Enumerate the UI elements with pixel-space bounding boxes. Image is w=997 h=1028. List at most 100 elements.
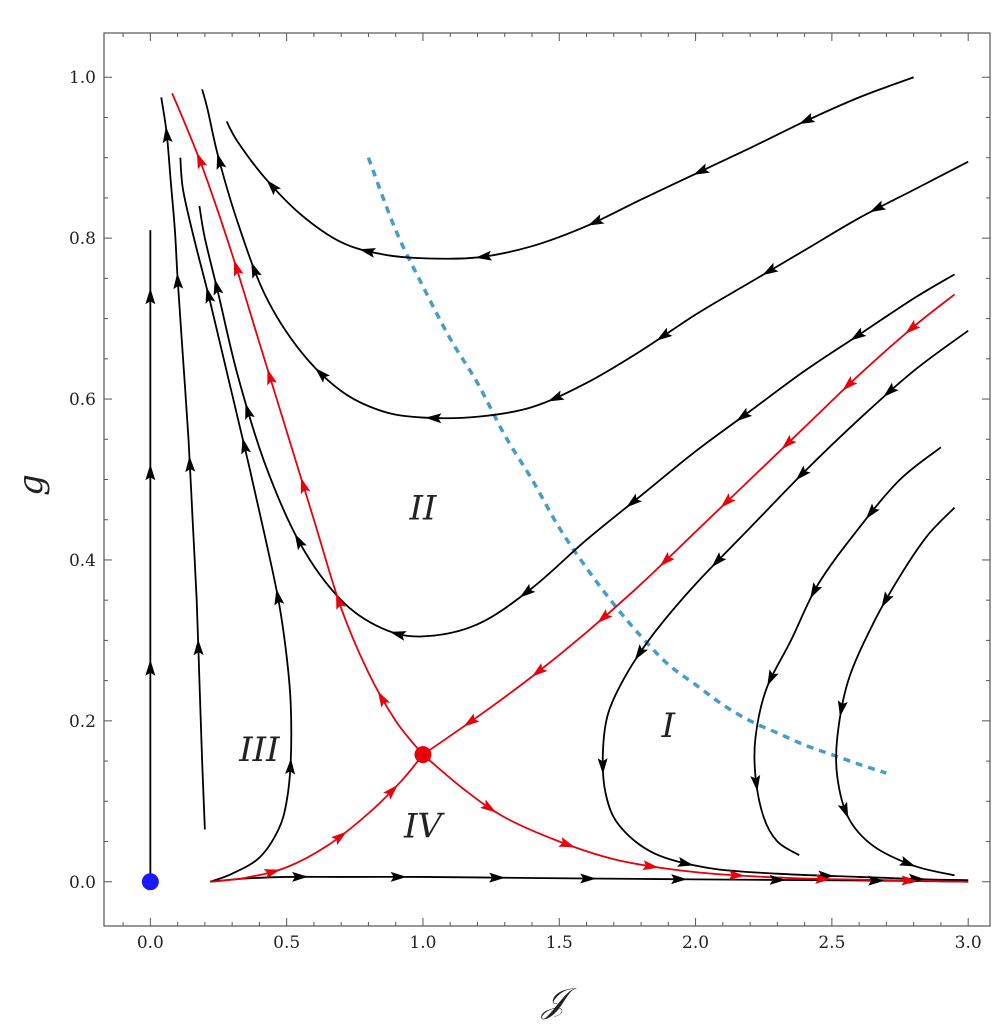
flow-arrow (145, 288, 156, 305)
y-tick-label: 0.2 (69, 712, 96, 732)
separatrix-arrow (531, 662, 548, 677)
flow-arrow (868, 875, 885, 886)
flow-arrow (837, 801, 849, 819)
x-tick-label: 0.5 (273, 933, 300, 953)
y-tick-label: 0.8 (69, 229, 96, 249)
separatrix-arrow (233, 260, 244, 277)
streamline (160, 97, 206, 830)
flow-arrow (185, 455, 196, 473)
separatrix-arrow (642, 860, 659, 871)
separatrix-arrow (263, 869, 281, 879)
flow-arrow (597, 758, 608, 775)
y-tick-label: 0.4 (69, 551, 96, 571)
flow-arrow (676, 857, 694, 867)
flow-arrow (810, 582, 823, 599)
separatrix-arrow (331, 831, 347, 846)
flow-arrow (587, 214, 605, 226)
flow-arrow (795, 465, 811, 481)
flow-arrow (173, 272, 184, 290)
flow-arrow (798, 112, 816, 125)
separatrix-arrow (901, 875, 918, 886)
flow-arrow (251, 262, 262, 279)
flow-arrow (162, 126, 173, 144)
separatrix-arrow (383, 784, 398, 800)
streamline (179, 157, 293, 883)
y-tick-label: 0.0 (69, 873, 96, 893)
separatrix-arrow (905, 319, 921, 334)
separatrix-arrow (558, 837, 576, 848)
flow-arrow (769, 874, 786, 885)
flow-arrow (850, 327, 867, 341)
separatrix-arrow (336, 593, 346, 610)
saddle-fixed-point (414, 746, 432, 764)
region-label: I (661, 706, 676, 746)
flow-arrow (865, 503, 880, 520)
flow-arrow (389, 631, 407, 641)
flow-arrow (294, 533, 307, 551)
streamline (210, 875, 969, 883)
separatrix-arrow (720, 493, 736, 508)
flow-arrow (656, 327, 673, 341)
streamline (601, 329, 969, 882)
flow-arrow (216, 153, 227, 170)
x-tick-label: 1.5 (546, 933, 573, 953)
flow-arrow (425, 413, 442, 424)
streamline (198, 205, 956, 638)
y-axis-ticks: 0.0 0.2 0.4 0.6 0.8 1.0 (69, 68, 990, 893)
flow-arrows (145, 112, 925, 886)
dashed-curve (366, 157, 887, 775)
flow-arrow (519, 583, 536, 598)
streamline (201, 89, 969, 420)
flow-arrow (881, 591, 894, 608)
flow-arrow (475, 250, 493, 261)
region-label: III (238, 730, 280, 770)
flow-arrow (213, 278, 224, 296)
flow-arrow (193, 639, 204, 656)
separatrix-arrow (842, 376, 858, 391)
separatrix-arrow (196, 152, 208, 170)
region-label: IV (403, 807, 445, 847)
separatrix-line (422, 293, 956, 756)
separatrix-line (210, 754, 424, 883)
separatrix-arrow (815, 873, 832, 884)
x-tick-label: 0.0 (137, 933, 164, 953)
flow-arrow (750, 774, 761, 792)
flow-arrow (693, 163, 710, 175)
streamline (225, 76, 914, 260)
flow-arrow (145, 659, 156, 676)
separatrix-arrow (377, 691, 391, 708)
flow-arrow (634, 644, 648, 661)
y-tick-label: 1.0 (69, 68, 96, 88)
y-axis-title: g (11, 474, 51, 496)
flow-arrow (580, 873, 597, 884)
flow-arrow (245, 403, 255, 420)
flow-arrow (359, 248, 377, 258)
flow-arrow (274, 588, 285, 606)
flow-arrow (205, 287, 216, 304)
streamline (835, 507, 956, 877)
flow-arrow (883, 382, 899, 397)
x-tick-label: 2.5 (818, 933, 845, 953)
flow-arrow (145, 464, 156, 481)
separatrix-arrow (659, 551, 675, 567)
flow-arrow (736, 407, 753, 422)
flow-arrow (711, 552, 727, 568)
x-tick-label: 3.0 (955, 933, 982, 953)
flow-arrow (898, 856, 916, 867)
flow-arrow (241, 437, 252, 455)
separatrix-arrow (597, 608, 613, 624)
fixed-points (141, 746, 432, 891)
separatrix-line (171, 92, 424, 756)
flow-arrow (489, 872, 506, 883)
flow-arrow (837, 700, 848, 717)
flow-arrow (285, 758, 296, 775)
x-tick-label: 2.0 (682, 933, 709, 953)
flow-arrow (315, 368, 331, 383)
flow-arrow (266, 179, 282, 196)
separatrix-arrow (781, 434, 797, 450)
separatrix-arrow (300, 477, 311, 495)
region-label: II (409, 489, 437, 529)
